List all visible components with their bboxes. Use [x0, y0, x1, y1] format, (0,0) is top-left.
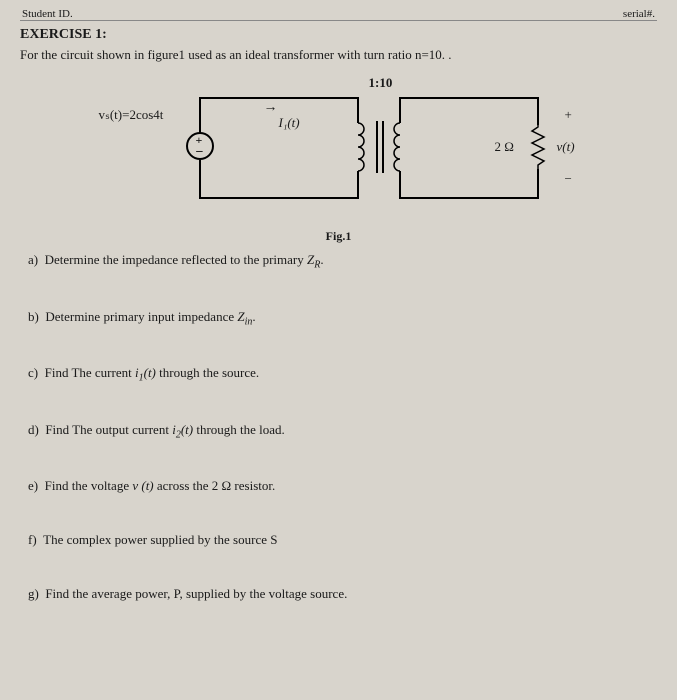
- circuit-diagram: 1:10 vₛ(t)=2cos4t + − → I₁(t): [89, 77, 589, 227]
- figure-area: 1:10 vₛ(t)=2cos4t + − → I₁(t): [20, 77, 657, 244]
- wire: [199, 97, 201, 133]
- question-c: c) Find The current i1(t) through the so…: [20, 365, 657, 384]
- secondary-coil-icon: [391, 121, 409, 173]
- wire: [199, 97, 359, 99]
- header-row: Student ID. serial#.: [20, 8, 657, 21]
- wire: [199, 197, 359, 199]
- source-minus: −: [196, 145, 204, 161]
- wire: [399, 97, 401, 123]
- header-right: serial#.: [623, 8, 655, 20]
- question-b: b) Determine primary input impedance Zin…: [20, 309, 657, 328]
- question-e: e) Find the voltage v (t) across the 2 Ω…: [20, 478, 657, 494]
- wire: [399, 97, 539, 99]
- vs-label: vₛ(t)=2cos4t: [99, 107, 164, 123]
- current-arrow: →: [264, 100, 278, 116]
- vt-label: v(t): [557, 139, 575, 155]
- i1-label: I₁(t): [279, 115, 300, 131]
- wire: [537, 97, 539, 125]
- transformer-core-icon: [371, 119, 389, 175]
- exercise-title: EXERCISE 1:: [20, 27, 657, 43]
- question-f: f) The complex power supplied by the sou…: [20, 532, 657, 548]
- wire: [399, 197, 539, 199]
- question-d: d) Find The output current i2(t) through…: [20, 422, 657, 441]
- header-left: Student ID.: [22, 8, 73, 20]
- question-a: a) Determine the impedance reflected to …: [20, 252, 657, 271]
- question-g: g) Find the average power, P, supplied b…: [20, 586, 657, 602]
- wire: [199, 160, 201, 197]
- wire: [399, 171, 401, 199]
- resistor-label: 2 Ω: [495, 139, 514, 155]
- exercise-description: For the circuit shown in figure1 used as…: [20, 47, 657, 63]
- wire: [357, 97, 359, 123]
- wire: [357, 171, 359, 199]
- figure-caption: Fig.1: [326, 229, 352, 244]
- primary-coil-icon: [349, 121, 367, 173]
- wire: [537, 169, 539, 199]
- ratio-label: 1:10: [369, 75, 393, 91]
- resistor-icon: [529, 123, 547, 171]
- vt-plus: +: [565, 107, 572, 123]
- vt-minus: −: [565, 171, 572, 187]
